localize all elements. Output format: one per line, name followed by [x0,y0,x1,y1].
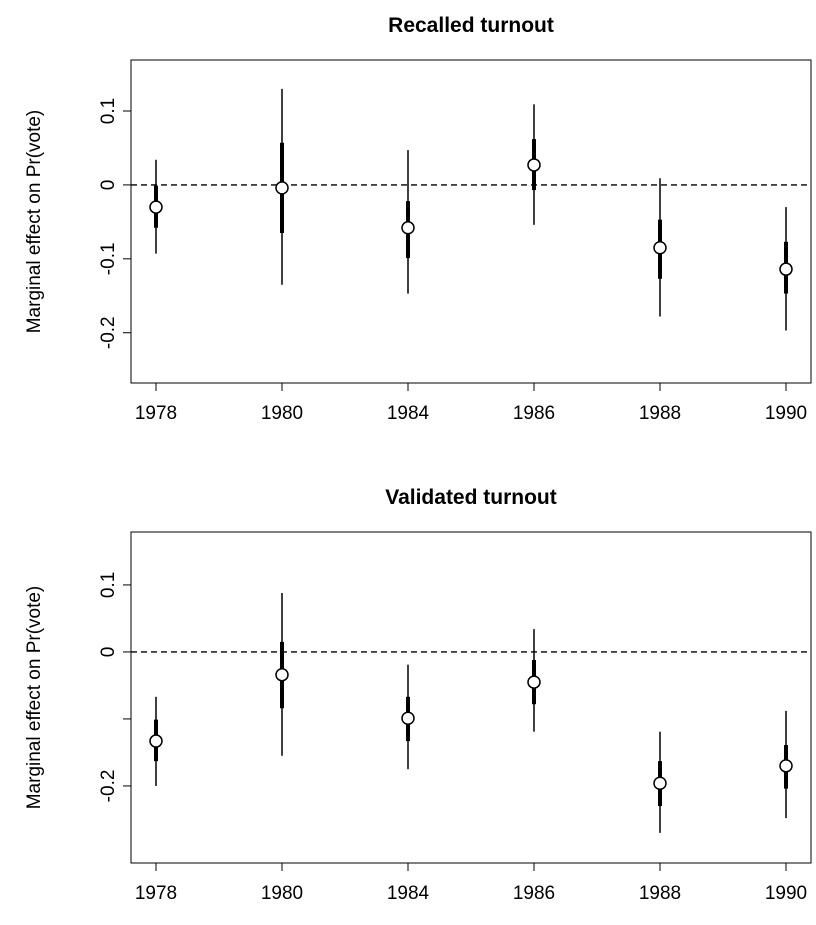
point-estimate [401,221,415,235]
point-estimate [779,262,793,276]
x-tick-label: 1990 [765,403,807,424]
y-tick-label: 0.1 [98,98,119,124]
point-estimate [275,181,289,195]
point-estimate [653,240,667,255]
x-tick-label: 1988 [639,883,681,904]
y-tick-label: -0.2 [98,316,119,349]
plot-frame [130,531,812,864]
point-estimate [275,667,289,682]
x-tick-label: 1978 [135,883,177,904]
x-tick-label: 1978 [135,403,177,424]
point-estimate [653,776,667,791]
point-estimate [527,675,541,689]
point-estimate [149,200,163,214]
y-tick-label: 0 [98,180,119,191]
x-tick-label: 1984 [387,883,430,904]
chart-title: Recalled turnout [388,14,554,37]
x-tick-label: 1980 [261,883,303,904]
point-estimate [401,711,415,726]
x-tick-label: 1990 [765,883,807,904]
x-tick-label: 1984 [387,403,430,424]
chart-title: Validated turnout [385,486,557,509]
x-tick-label: 1988 [639,403,681,424]
y-tick-label: 0.1 [98,572,119,598]
x-tick-label: 1980 [261,403,303,424]
y-tick-label: 0 [98,647,119,658]
point-estimate [149,734,163,748]
y-axis-label: Marginal effect on Pr(vote) [24,110,45,334]
plot-frame [130,59,812,384]
y-tick-label: -0.1 [98,242,119,275]
x-tick-label: 1986 [513,403,555,424]
point-estimate [527,158,541,172]
point-estimate [779,759,793,773]
y-tick-label: -0.2 [98,770,119,803]
x-tick-label: 1986 [513,883,555,904]
y-axis-label: Marginal effect on Pr(vote) [24,586,45,810]
